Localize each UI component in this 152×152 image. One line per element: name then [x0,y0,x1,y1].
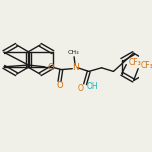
Text: O: O [48,63,55,72]
Text: OH: OH [87,83,98,92]
Text: O: O [56,81,63,90]
Text: CF₃: CF₃ [141,61,152,70]
Text: CF₃: CF₃ [129,58,142,67]
Text: O: O [78,84,83,93]
Text: CH₃: CH₃ [68,50,79,55]
Text: N: N [72,63,78,72]
